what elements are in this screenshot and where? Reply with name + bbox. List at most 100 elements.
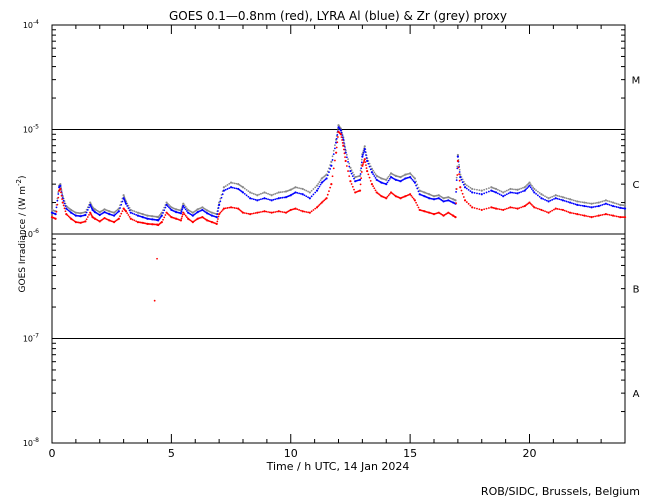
- data-point: [454, 199, 457, 202]
- interp-point: [530, 184, 533, 187]
- interp-point: [542, 209, 545, 212]
- data-point: [413, 199, 416, 202]
- interp-point: [455, 191, 457, 193]
- y-tick-exp: -4: [33, 19, 39, 26]
- data-point: [129, 217, 132, 220]
- interp-point: [458, 168, 461, 171]
- interp-point: [360, 161, 363, 164]
- interp-point: [412, 197, 415, 200]
- interp-point: [300, 187, 302, 190]
- interp-point: [365, 157, 368, 159]
- interp-point: [120, 203, 123, 206]
- interp-point: [254, 198, 257, 201]
- data-point: [590, 216, 593, 219]
- interp-point: [581, 201, 584, 204]
- data-point: [361, 155, 364, 158]
- interp-point: [498, 193, 501, 196]
- interp-point: [601, 213, 604, 216]
- interp-point: [235, 182, 238, 185]
- interp-point: [560, 198, 563, 201]
- data-point: [301, 187, 304, 191]
- flare-class-label: B: [633, 285, 640, 296]
- flare-class-label: A: [633, 389, 640, 400]
- interp-point: [505, 193, 508, 196]
- interp-point: [332, 149, 335, 152]
- interp-point: [279, 197, 282, 199]
- interp-point: [514, 192, 517, 195]
- interp-point: [563, 199, 566, 202]
- interp-point: [373, 171, 376, 174]
- interp-point: [374, 173, 377, 176]
- interp-point: [353, 173, 355, 176]
- interp-point: [233, 187, 236, 190]
- interp-point: [572, 199, 575, 202]
- data-point: [335, 151, 338, 154]
- interp-point: [220, 196, 223, 199]
- data-point: [129, 211, 132, 214]
- interp-point: [514, 207, 517, 210]
- interp-point: [513, 191, 515, 194]
- interp-point: [476, 207, 478, 210]
- interp-point: [549, 196, 552, 199]
- series-trace: [50, 126, 627, 222]
- data-point: [623, 216, 627, 219]
- interp-point: [483, 192, 486, 195]
- interp-point: [417, 206, 420, 209]
- interp-point: [162, 218, 164, 221]
- x-axis-ticks: 0 5 10 15 20: [49, 25, 626, 460]
- interp-point: [530, 188, 533, 190]
- interp-point: [300, 209, 302, 212]
- interp-point: [500, 190, 503, 193]
- interp-point: [219, 211, 222, 214]
- interp-point: [603, 203, 606, 206]
- interp-point: [307, 190, 309, 193]
- interp-point: [478, 189, 481, 192]
- data-point: [160, 220, 163, 224]
- data-point: [215, 222, 218, 225]
- interp-point: [318, 204, 321, 206]
- data-point: [583, 204, 586, 208]
- interp-point: [260, 211, 262, 213]
- data-point: [554, 207, 557, 210]
- interp-point: [319, 179, 322, 182]
- interp-point: [135, 211, 138, 213]
- interp-point: [373, 175, 376, 177]
- interp-point: [536, 190, 539, 193]
- interp-point: [536, 194, 539, 197]
- interp-point: [168, 204, 170, 206]
- interp-point: [254, 212, 257, 214]
- interp-point: [478, 208, 481, 211]
- interp-point: [553, 208, 555, 211]
- interp-point: [585, 215, 588, 217]
- interp-point: [268, 198, 271, 201]
- interp-point: [351, 175, 354, 178]
- interp-point: [115, 212, 118, 215]
- interp-point: [86, 209, 89, 211]
- interp-point: [226, 207, 229, 209]
- data-point: [325, 197, 328, 200]
- interp-point: [133, 219, 136, 222]
- interp-point: [279, 210, 282, 213]
- interp-point: [322, 200, 324, 203]
- interp-point: [376, 192, 379, 195]
- data-point: [270, 194, 273, 197]
- data-point: [54, 213, 57, 216]
- interp-point: [498, 208, 501, 211]
- interp-point: [364, 151, 367, 153]
- data-point: [370, 171, 374, 174]
- interp-point: [345, 156, 348, 159]
- interp-point: [599, 201, 602, 203]
- interp-point: [62, 199, 65, 202]
- interp-point: [360, 167, 363, 170]
- interp-point: [337, 136, 339, 138]
- interp-point: [185, 210, 188, 212]
- x-tick-label: 10: [284, 447, 298, 460]
- interp-point: [331, 159, 334, 161]
- interp-point: [613, 215, 616, 217]
- interp-point: [163, 216, 166, 219]
- interp-point: [88, 206, 90, 209]
- interp-point: [388, 177, 391, 180]
- data-point: [344, 159, 347, 163]
- interp-point: [128, 209, 131, 212]
- interp-point: [305, 189, 308, 192]
